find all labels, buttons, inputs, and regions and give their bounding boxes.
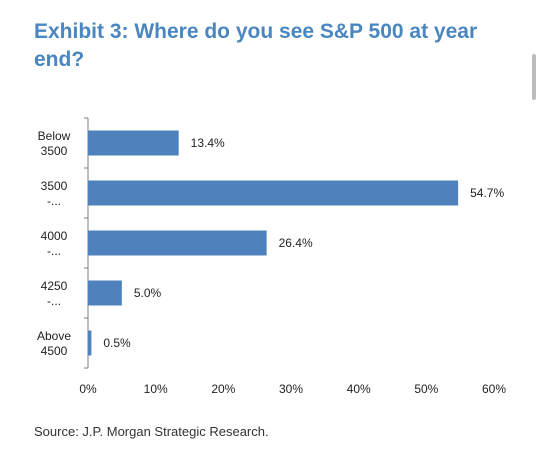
- x-tick-label: 50%: [414, 382, 438, 396]
- value-label: 54.7%: [470, 186, 504, 200]
- x-tick-label: 20%: [211, 382, 235, 396]
- x-tick-label: 0%: [79, 382, 97, 396]
- bar: [88, 130, 179, 156]
- value-label: 13.4%: [191, 136, 225, 150]
- x-tick-label: 40%: [347, 382, 371, 396]
- chart-title: Exhibit 3: Where do you see S&P 500 at y…: [34, 20, 478, 71]
- bar: [88, 230, 267, 256]
- value-label: 5.0%: [134, 286, 162, 300]
- category-label: Above 4500: [37, 329, 71, 358]
- value-label: 0.5%: [103, 336, 131, 350]
- x-tick-label: 60%: [482, 382, 506, 396]
- x-tick-label: 10%: [144, 382, 168, 396]
- bar: [88, 330, 92, 356]
- bar: [88, 280, 122, 306]
- category-label: 3500 -...: [41, 179, 68, 208]
- value-label: 26.4%: [279, 236, 313, 250]
- scrollbar-thumb[interactable]: [532, 54, 536, 100]
- category-label: Below 3500: [38, 129, 71, 158]
- category-label: 4250 -...: [41, 279, 68, 308]
- bar: [88, 180, 459, 206]
- source-note: Source: J.P. Morgan Strategic Research.: [34, 424, 269, 439]
- category-label: 4000 -...: [41, 229, 68, 258]
- x-tick-label: 30%: [279, 382, 303, 396]
